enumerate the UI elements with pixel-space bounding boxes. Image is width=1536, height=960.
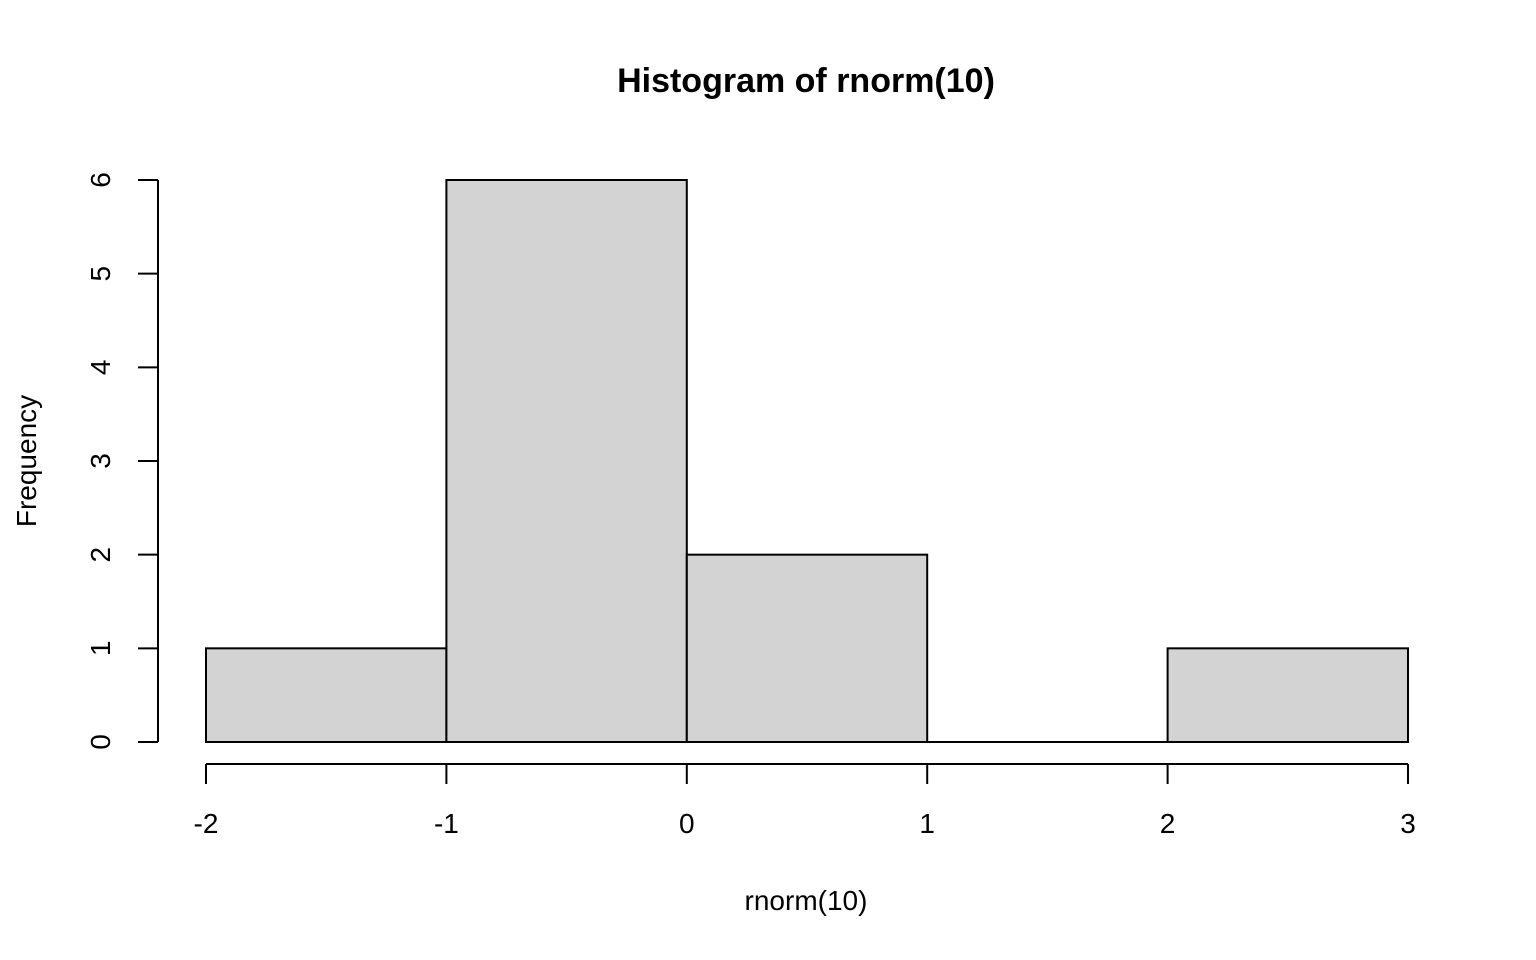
y-tick-label: 6 — [85, 172, 116, 188]
y-tick-label: 0 — [85, 734, 116, 750]
histogram-bar — [685, 553, 929, 744]
y-tick-label: 4 — [85, 360, 116, 376]
x-axis-label: rnorm(10) — [745, 885, 868, 916]
y-tick-label: 1 — [85, 641, 116, 657]
histogram-bar — [1166, 647, 1409, 743]
y-axis: 0 1 2 3 4 5 6 — [85, 172, 159, 750]
x-tick-label: -1 — [434, 808, 459, 839]
histogram-bar — [445, 179, 688, 743]
y-tick-label: 2 — [85, 547, 116, 563]
bars-group — [205, 179, 1409, 744]
x-tick-label: 1 — [919, 808, 935, 839]
y-tick-label: 5 — [85, 266, 116, 282]
y-tick-label: 3 — [85, 453, 116, 469]
chart-title: Histogram of rnorm(10) — [617, 62, 995, 100]
x-axis: -2 -1 0 1 2 3 — [194, 763, 1416, 839]
x-tick-label: 2 — [1160, 808, 1176, 839]
x-tick-label: -2 — [194, 808, 219, 839]
histogram-bar — [205, 647, 448, 743]
y-axis-label: Frequency — [11, 395, 42, 527]
x-tick-label: 3 — [1400, 808, 1416, 839]
x-tick-label: 0 — [679, 808, 695, 839]
